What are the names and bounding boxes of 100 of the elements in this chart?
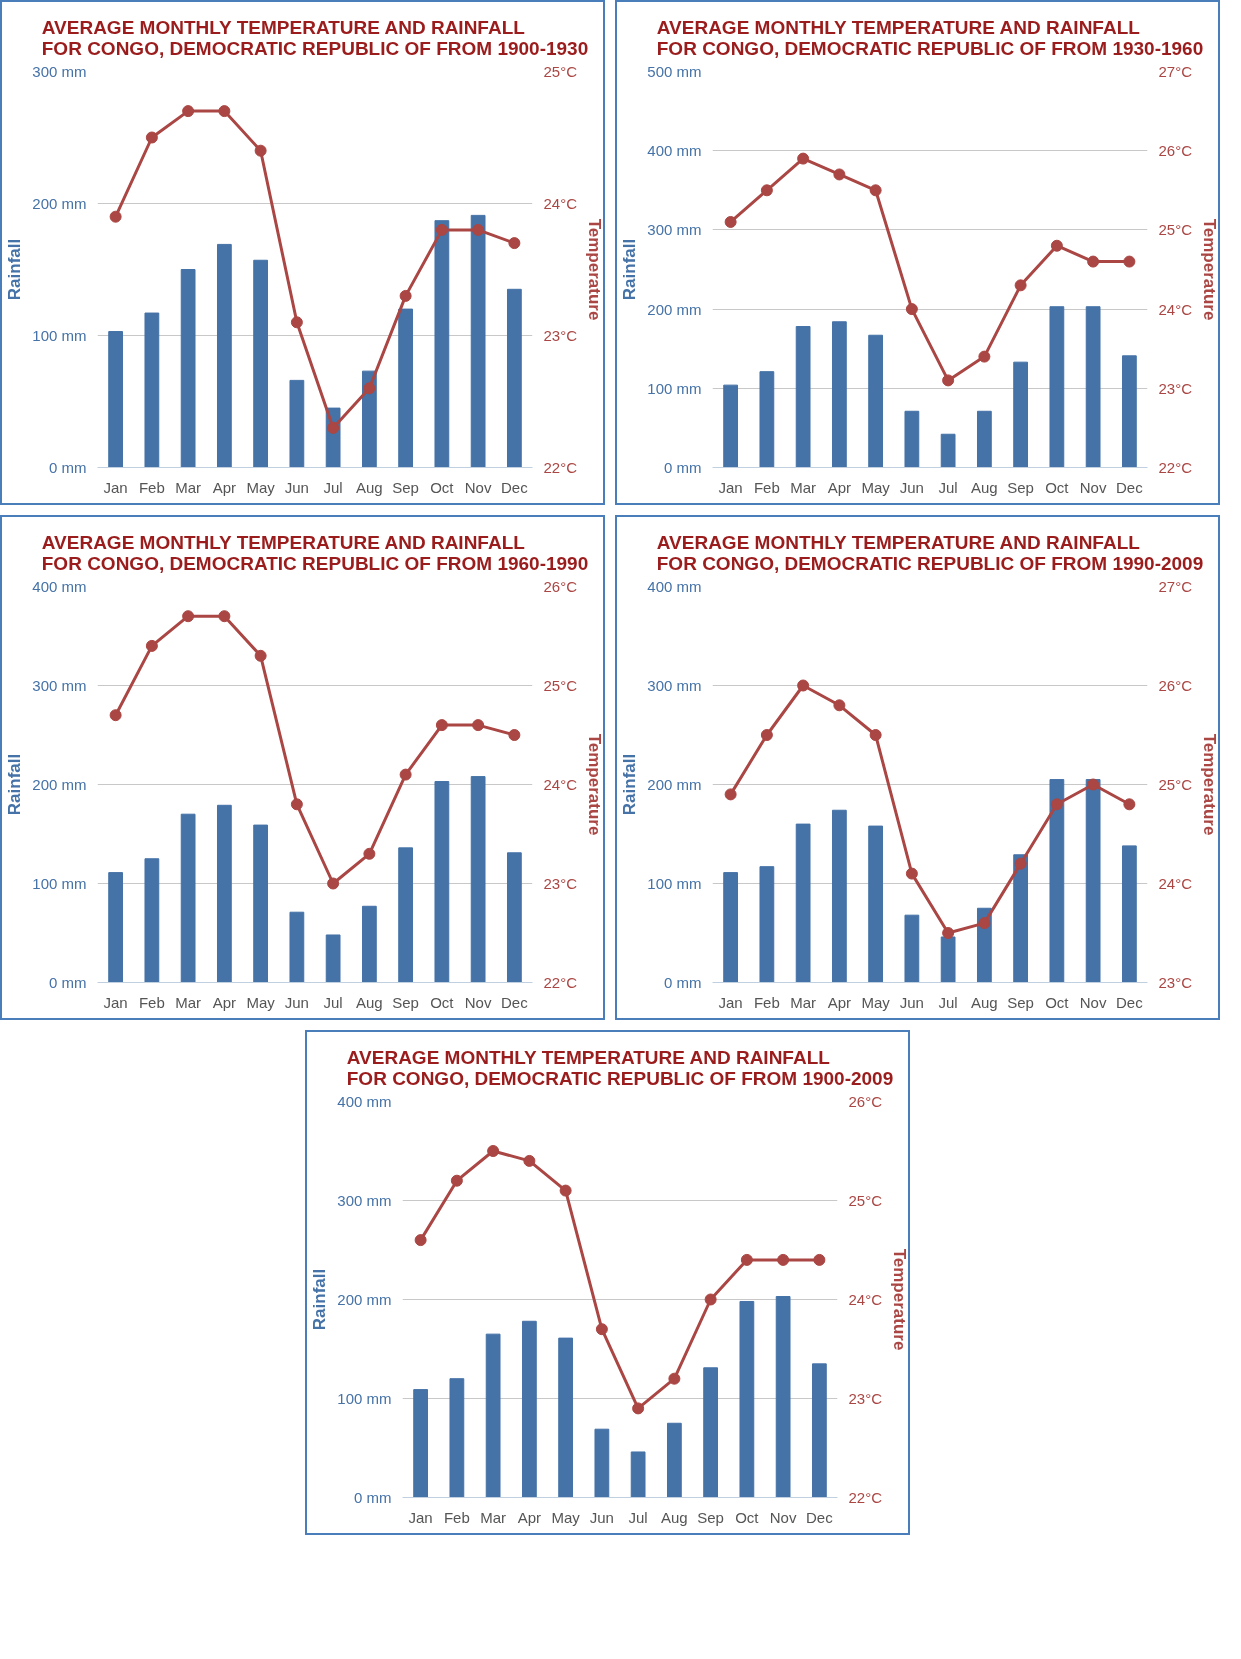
point — [254, 649, 267, 662]
bar — [144, 858, 160, 983]
bar — [831, 809, 847, 983]
y-tick-label: 200 mm — [32, 195, 87, 212]
x-tick-label: Aug — [661, 1508, 688, 1526]
x-tick-label: Apr — [212, 993, 237, 1011]
point — [435, 223, 448, 236]
point — [435, 719, 448, 732]
y-tick-label: 300 mm — [32, 63, 87, 80]
x-tick-label: Oct — [735, 1508, 760, 1526]
bar — [1013, 361, 1029, 468]
point — [218, 105, 231, 118]
x-tick-label: Jan — [408, 1508, 433, 1526]
bar — [180, 269, 196, 468]
x-tick-label: Jul — [323, 993, 343, 1011]
point — [978, 350, 991, 363]
bar — [325, 934, 341, 983]
y2-tick-label: 27°C — [1158, 578, 1193, 595]
point — [109, 709, 122, 722]
bar — [940, 433, 956, 468]
y2-tick-label: 25°C — [848, 1192, 883, 1209]
y2-axis-title: Temperature — [1200, 733, 1220, 836]
y2-tick-label: 25°C — [543, 677, 578, 694]
bar — [413, 1389, 429, 1498]
point — [740, 1253, 753, 1266]
x-tick-label: May — [246, 993, 276, 1011]
y-tick-label: 300 mm — [337, 1192, 392, 1209]
y2-tick-label: 24°C — [543, 195, 578, 212]
x-tick-label: Apr — [517, 1508, 542, 1526]
bar — [1121, 845, 1137, 983]
bar — [506, 288, 522, 468]
point — [1014, 279, 1027, 292]
x-tick-label: Jan — [103, 478, 128, 496]
point — [327, 877, 340, 890]
point — [254, 144, 267, 157]
x-tick-label: Jul — [628, 1508, 648, 1526]
bar — [940, 936, 956, 983]
point — [508, 729, 521, 741]
point — [1050, 239, 1063, 252]
x-tick-label: Apr — [827, 478, 852, 496]
y2-axis-title: Temperature — [890, 1248, 910, 1351]
bar — [739, 1300, 755, 1498]
bar — [180, 813, 196, 983]
point — [472, 223, 485, 236]
point — [523, 1154, 536, 1167]
point — [399, 768, 412, 781]
bar — [216, 243, 232, 468]
point — [399, 289, 412, 302]
point — [595, 1323, 608, 1336]
x-tick-label: May — [861, 993, 891, 1011]
bar — [666, 1422, 682, 1498]
y2-tick-label: 26°C — [1158, 677, 1193, 694]
y-tick-label: 100 mm — [647, 379, 702, 397]
x-tick-label: Nov — [1079, 478, 1107, 496]
x-tick-label: Sep — [697, 1508, 724, 1526]
y2-tick-label: 23°C — [848, 1390, 883, 1407]
x-tick-label: Mar — [790, 478, 817, 496]
point — [145, 131, 158, 144]
y-tick-label: 0 mm — [49, 459, 87, 476]
x-tick-label: Apr — [212, 478, 237, 496]
bar — [144, 312, 160, 468]
bar — [831, 321, 847, 468]
y-tick-label: 400 mm — [337, 1093, 392, 1110]
point — [1014, 857, 1027, 870]
y2-tick-label: 24°C — [1158, 875, 1193, 892]
bar — [868, 334, 884, 468]
x-tick-label: Mar — [480, 1508, 507, 1526]
point — [942, 927, 955, 939]
point — [942, 374, 955, 387]
y-axis-title: Rainfall — [5, 753, 25, 816]
x-tick-label: Dec — [501, 478, 529, 496]
point — [797, 679, 810, 692]
bar — [470, 214, 486, 468]
x-tick-label: Oct — [430, 478, 455, 496]
bar — [1085, 779, 1101, 983]
x-tick-label: Sep — [392, 478, 419, 496]
x-tick-label: Jan — [718, 478, 743, 496]
y-tick-label: 0 mm — [354, 1489, 392, 1506]
x-tick-label: Sep — [1007, 993, 1034, 1011]
bar — [703, 1367, 719, 1498]
y2-tick-label: 25°C — [1158, 776, 1193, 793]
bar — [775, 1296, 791, 1498]
x-tick-label: Jan — [103, 993, 128, 1011]
point — [833, 699, 846, 712]
point — [1123, 798, 1136, 811]
bar — [723, 872, 739, 983]
x-tick-label: Feb — [138, 478, 165, 496]
point — [145, 639, 158, 652]
x-tick-label: Nov — [464, 478, 492, 496]
x-tick-label: Jun — [899, 478, 924, 496]
x-tick-label: Jul — [323, 478, 343, 496]
point — [508, 237, 521, 250]
bar — [398, 308, 414, 468]
bar — [904, 410, 920, 468]
bar — [723, 384, 739, 468]
x-tick-label: Aug — [971, 478, 998, 496]
y2-tick-label: 22°C — [1158, 459, 1193, 476]
bar — [630, 1451, 646, 1498]
x-tick-label: Dec — [501, 993, 529, 1011]
bar — [1049, 779, 1065, 983]
